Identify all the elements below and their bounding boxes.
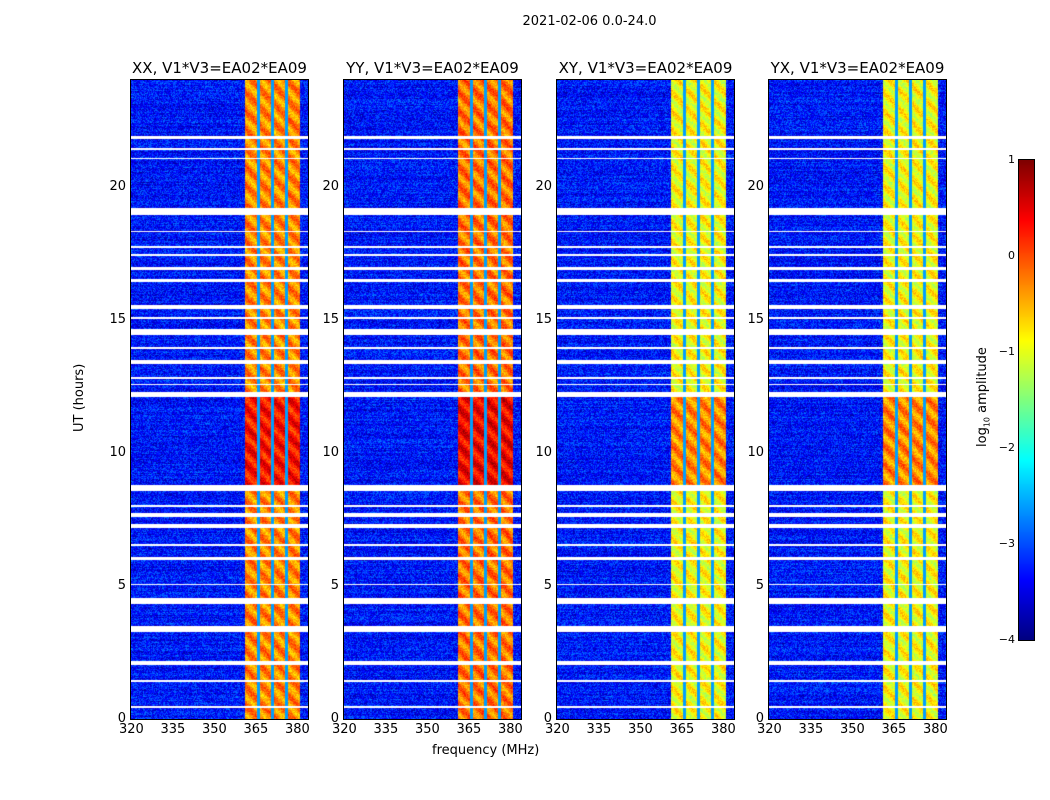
y-tick-label: 0 bbox=[330, 711, 339, 726]
x-tick-label: 335 bbox=[373, 722, 399, 737]
x-tick-label: 320 bbox=[332, 722, 357, 737]
x-tick-label: 365 bbox=[669, 722, 695, 737]
y-tick-label: 15 bbox=[322, 311, 339, 327]
x-tick-label: 320 bbox=[119, 722, 144, 737]
y-tick-label: 5 bbox=[117, 577, 126, 593]
colorbar-tick-label: 0 bbox=[1008, 249, 1015, 262]
y-tick-label: 10 bbox=[322, 444, 339, 460]
x-axis-label: frequency (MHz) bbox=[432, 743, 540, 758]
y-tick-label: 20 bbox=[535, 178, 552, 194]
y-tick-label: 5 bbox=[543, 577, 552, 593]
y-tick-label: 10 bbox=[535, 444, 552, 460]
spectrogram-3 bbox=[769, 80, 946, 719]
x-tick-label: 350 bbox=[201, 722, 227, 737]
x-tick-label: 380 bbox=[922, 722, 948, 737]
x-tick-label: 380 bbox=[710, 722, 736, 737]
figure-title: 2021-02-06 0.0-24.0 bbox=[522, 14, 657, 29]
x-tick-label: 365 bbox=[243, 722, 269, 737]
panel-title: YY, V1*V3=EA02*EA09 bbox=[346, 59, 519, 77]
colorbar-tick-label: −1 bbox=[998, 345, 1015, 358]
spectrogram-0 bbox=[131, 80, 308, 719]
y-tick-label: 0 bbox=[543, 711, 552, 726]
colorbar-tick-label: −3 bbox=[998, 537, 1015, 550]
y-tick-label: 20 bbox=[747, 178, 764, 194]
y-tick-label: 15 bbox=[535, 311, 552, 327]
colorbar-label: log10 amplitude bbox=[975, 347, 992, 447]
colorbar-tick-label: 1 bbox=[1008, 153, 1015, 166]
x-tick-label: 350 bbox=[839, 722, 865, 737]
x-tick-label: 335 bbox=[798, 722, 824, 737]
y-tick-label: 20 bbox=[322, 178, 339, 194]
x-tick-label: 335 bbox=[160, 722, 186, 737]
colorbar-tick-label: −2 bbox=[998, 441, 1015, 454]
y-tick-label: 15 bbox=[747, 311, 764, 327]
x-tick-label: 365 bbox=[881, 722, 907, 737]
panel-title: XX, V1*V3=EA02*EA09 bbox=[132, 59, 307, 77]
spectrogram-1 bbox=[344, 80, 521, 719]
colorbar bbox=[1019, 160, 1034, 640]
x-tick-label: 350 bbox=[627, 722, 653, 737]
y-axis-label: UT (hours) bbox=[72, 363, 87, 432]
x-tick-label: 320 bbox=[545, 722, 570, 737]
x-tick-label: 380 bbox=[284, 722, 310, 737]
x-tick-label: 365 bbox=[456, 722, 482, 737]
colorbar-tick-label: −4 bbox=[998, 633, 1015, 646]
y-tick-label: 15 bbox=[109, 311, 126, 327]
y-tick-label: 20 bbox=[109, 178, 126, 194]
y-tick-label: 10 bbox=[109, 444, 126, 460]
spectrogram-2 bbox=[557, 80, 734, 719]
y-tick-label: 0 bbox=[117, 711, 126, 726]
x-tick-label: 335 bbox=[586, 722, 612, 737]
y-tick-label: 5 bbox=[330, 577, 339, 593]
y-tick-label: 0 bbox=[755, 711, 764, 726]
x-tick-label: 320 bbox=[757, 722, 782, 737]
panel-title: YX, V1*V3=EA02*EA09 bbox=[770, 59, 945, 77]
x-tick-label: 350 bbox=[414, 722, 440, 737]
x-tick-label: 380 bbox=[497, 722, 523, 737]
y-tick-label: 10 bbox=[747, 444, 764, 460]
panel-title: XY, V1*V3=EA02*EA09 bbox=[558, 59, 733, 77]
y-tick-label: 5 bbox=[755, 577, 764, 593]
